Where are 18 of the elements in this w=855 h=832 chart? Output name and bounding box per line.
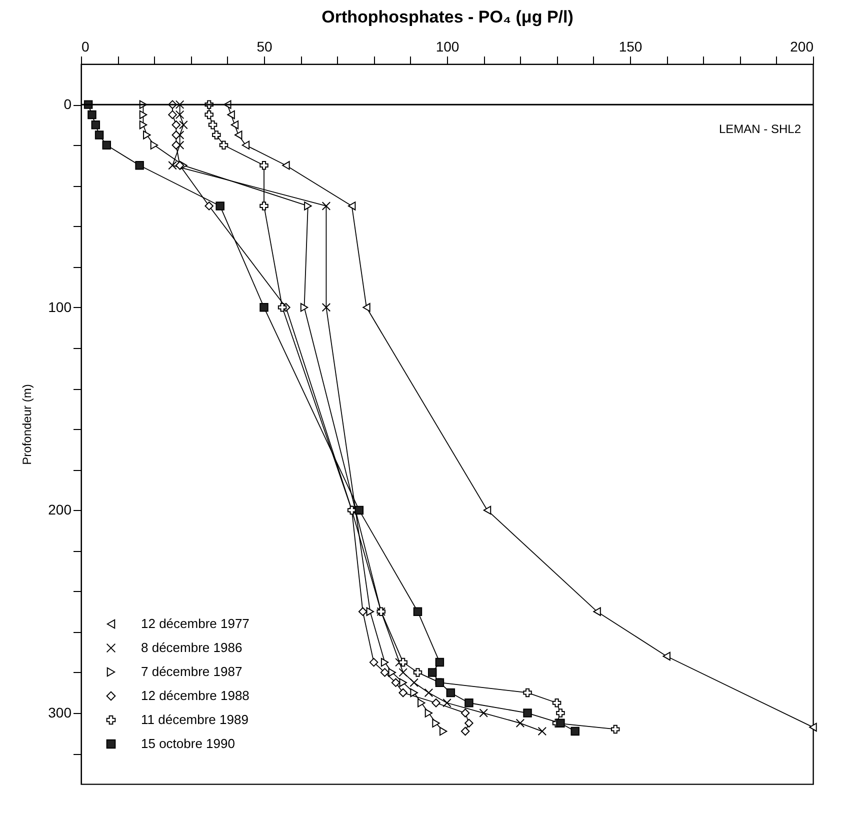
x-tick-label: 200 <box>790 38 814 54</box>
y-tick-label: 100 <box>48 298 72 315</box>
y-axis-title: Profondeur (m) <box>20 384 34 465</box>
annotation: LEMAN - SHL2 <box>718 122 802 136</box>
x-axis-title: Orthophosphates - PO₄ (μg P/l) <box>322 8 574 26</box>
x-tick-label: 150 <box>618 38 642 54</box>
legend-label: 11 décembre 1989 <box>141 712 248 727</box>
x-tick-label: 0 <box>82 38 90 54</box>
y-tick-label: 200 <box>48 502 72 518</box>
legend-label: 12 décembre 1977 <box>141 616 250 631</box>
y-tick-label: 300 <box>48 704 72 721</box>
legend-label: 8 décembre 1986 <box>141 640 242 655</box>
y-tick-label: 0 <box>64 96 72 112</box>
legend-label: 12 décembre 1988 <box>141 688 250 703</box>
x-tick-label: 100 <box>436 38 460 54</box>
legend-label: 7 décembre 1987 <box>141 664 242 679</box>
legend-label: 15 octobre 1990 <box>141 736 235 751</box>
x-tick-label: 50 <box>256 38 272 54</box>
